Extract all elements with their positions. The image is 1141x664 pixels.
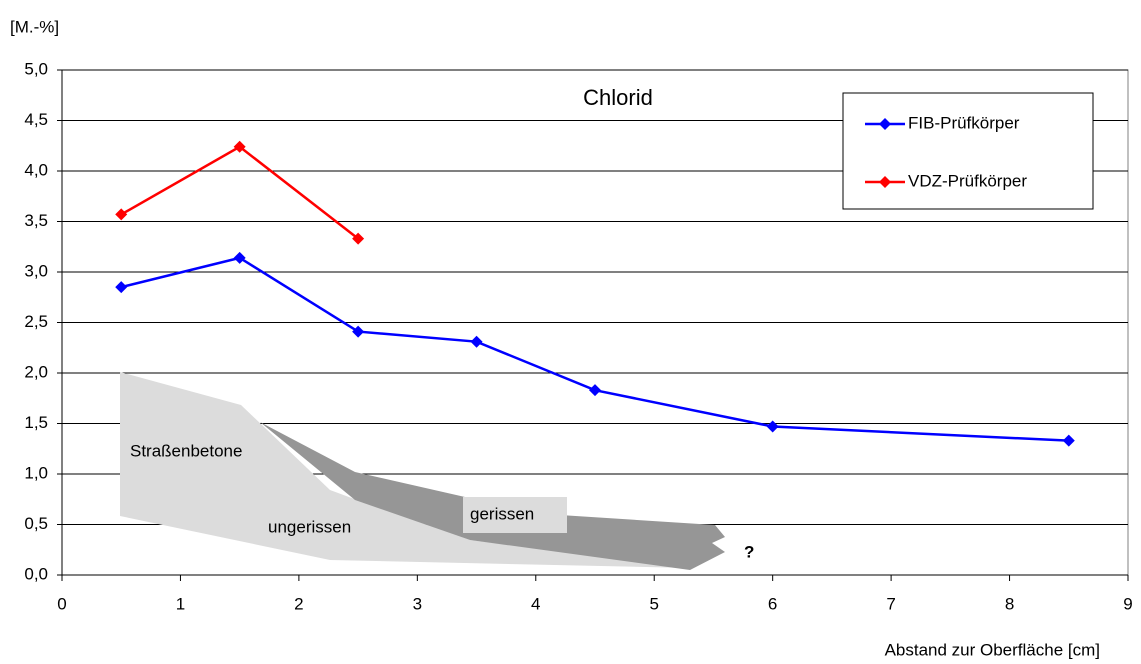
y-tick-label: 3,0: [24, 261, 48, 280]
y-tick-label: 4,0: [24, 160, 48, 179]
marker: [352, 232, 365, 245]
y-tick-label: 0,5: [24, 514, 48, 533]
y-axis-label: [M.-%]: [10, 17, 59, 36]
x-tick-label: 6: [768, 594, 777, 613]
annotation: ?: [744, 542, 754, 561]
y-tick-label: 5,0: [24, 59, 48, 78]
chart-title: Chlorid: [583, 85, 653, 110]
marker: [1062, 434, 1075, 447]
y-tick-label: 2,5: [24, 312, 48, 331]
legend: [842, 92, 1094, 210]
marker: [115, 208, 128, 221]
annotation: ungerissen: [268, 517, 351, 536]
y-tick-label: 3,5: [24, 211, 48, 230]
x-tick-label: 0: [57, 594, 66, 613]
legend-marker: [879, 118, 891, 130]
x-tick-label: 8: [1005, 594, 1014, 613]
x-tick-label: 3: [413, 594, 422, 613]
legend-label: VDZ-Prüfkörper: [908, 171, 1027, 190]
y-tick-label: 0,0: [24, 564, 48, 583]
x-axis-label: Abstand zur Oberfläche [cm]: [885, 640, 1100, 659]
x-tick-label: 4: [531, 594, 540, 613]
x-tick-label: 7: [886, 594, 895, 613]
annotation: gerissen: [470, 504, 534, 523]
region-ungerissen: [120, 372, 690, 568]
legend-marker: [879, 176, 891, 188]
y-tick-label: 2,0: [24, 362, 48, 381]
y-tick-label: 1,0: [24, 463, 48, 482]
x-tick-label: 5: [649, 594, 658, 613]
annotation: Straßenbetone: [130, 441, 242, 460]
legend-label: FIB-Prüfkörper: [908, 113, 1020, 132]
legend-items: FIB-Prüfkörper VDZ-Prüfkörper: [865, 113, 1027, 190]
marker: [589, 384, 601, 397]
marker: [115, 281, 128, 294]
y-tick-label: 4,5: [24, 110, 48, 129]
plot: [115, 140, 1075, 447]
marker: [352, 325, 365, 338]
marker: [766, 420, 779, 433]
x-tick-label: 2: [294, 594, 303, 613]
marker: [233, 140, 246, 153]
marker: [470, 335, 483, 348]
x-tick-label: 1: [176, 594, 185, 613]
region-gerissen: [260, 422, 725, 570]
marker: [233, 251, 246, 264]
y-tick-label: 1,5: [24, 413, 48, 432]
label-box: [463, 497, 567, 533]
x-tick-label: 9: [1123, 594, 1132, 613]
